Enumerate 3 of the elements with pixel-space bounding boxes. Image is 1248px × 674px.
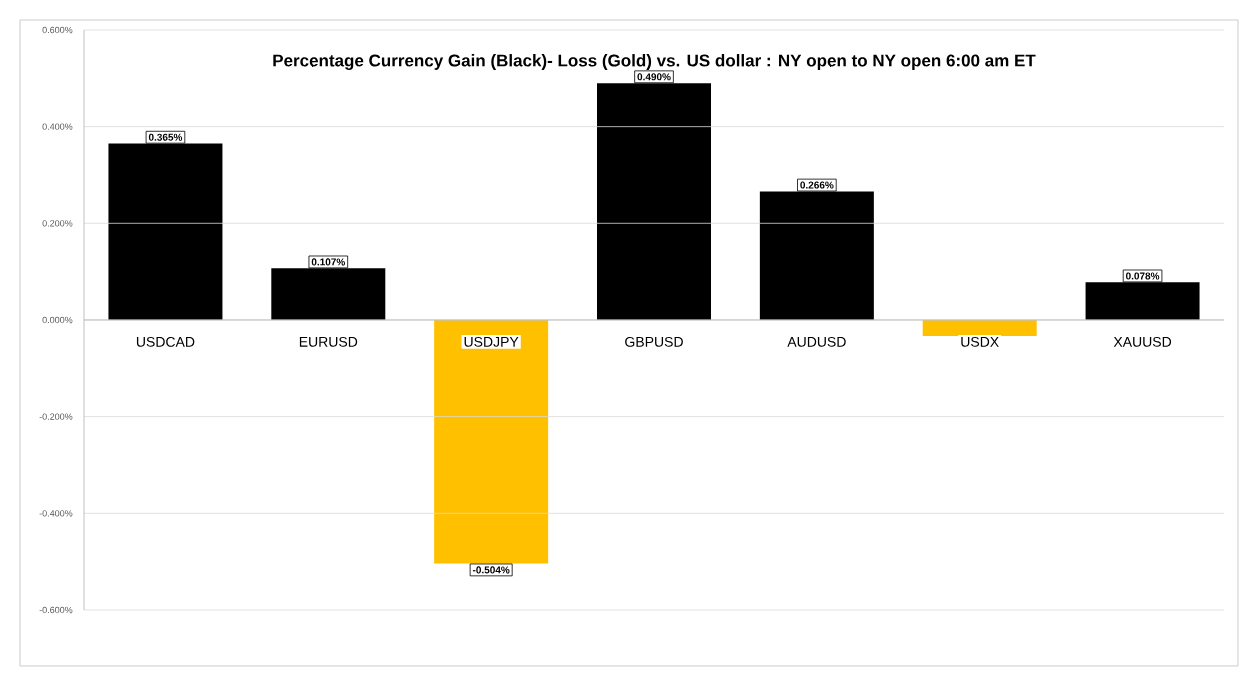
text: Percentage Currency Gain (Black)- Loss (Gold) vs. US dollar : NY open to NY open 6:00 am ET: [273, 54, 1036, 70]
bar: [922, 319, 1037, 336]
bar: [434, 319, 549, 564]
